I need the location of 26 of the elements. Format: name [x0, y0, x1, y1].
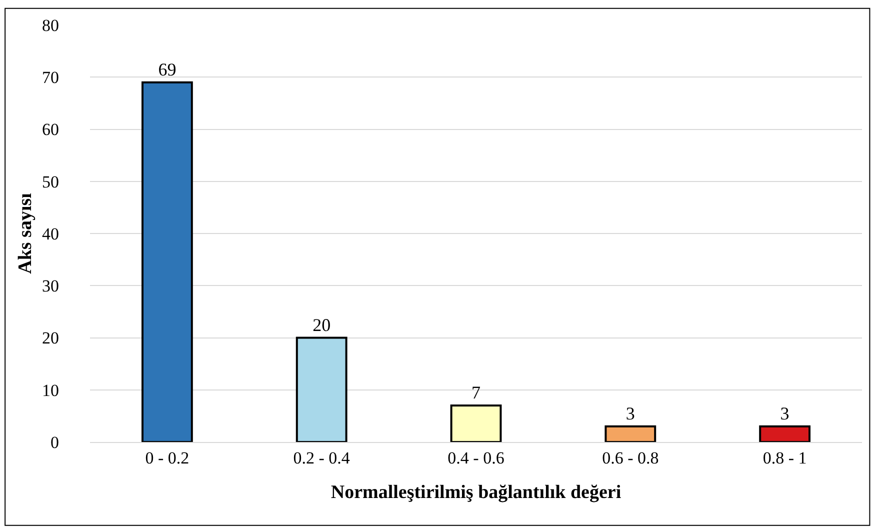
data-label: 69 [158, 59, 176, 80]
bar [759, 425, 810, 442]
x-tick-label: 0.8 - 1 [762, 448, 807, 468]
x-tick-label: 0.4 - 0.6 [448, 448, 504, 468]
data-label: 3 [626, 403, 635, 424]
bar [450, 404, 502, 442]
y-tick-label: 80 [42, 16, 59, 35]
y-tick-label: 70 [42, 68, 59, 88]
bar [142, 81, 193, 442]
x-tick-label: 0.6 - 0.8 [602, 448, 659, 468]
x-axis-title: Normalleştirilmiş bağlantılık değeri [330, 482, 622, 504]
data-label: 20 [312, 314, 331, 335]
y-tick-label: 10 [42, 380, 59, 400]
data-label: 7 [472, 382, 480, 403]
y-tick-label: 50 [42, 172, 59, 192]
bar [604, 425, 656, 442]
data-label: 3 [780, 403, 790, 424]
x-tick-label: 0 - 0.2 [145, 448, 190, 468]
y-tick-label: 60 [42, 120, 59, 140]
y-axis-title: Aks sayısı [14, 193, 36, 274]
y-tick-label: 20 [42, 328, 59, 348]
x-tick-label: 0.2 - 0.4 [293, 448, 350, 468]
bar [296, 336, 348, 442]
y-tick-label: 0 [50, 432, 59, 452]
y-tick-label: 30 [42, 276, 59, 296]
y-tick-label: 40 [42, 224, 59, 244]
